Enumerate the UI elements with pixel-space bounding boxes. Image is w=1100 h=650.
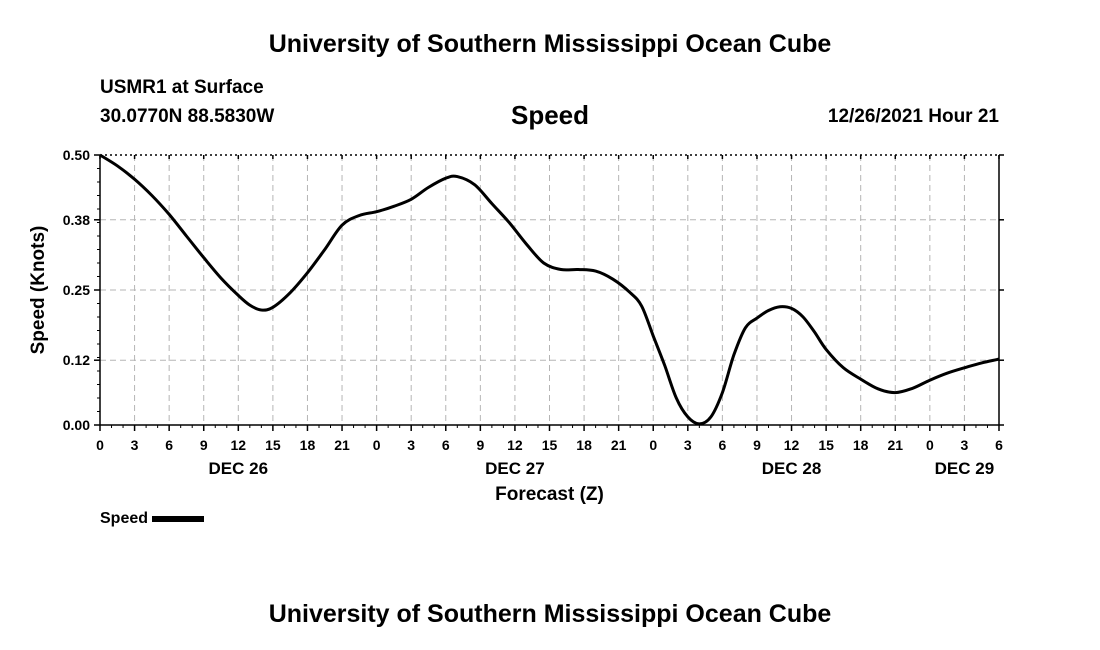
chart-title: Speed: [510, 100, 590, 130]
station-label: USMR1 at Surface: [100, 77, 264, 98]
x-tick-label: 0: [96, 437, 104, 453]
x-tick-label: 21: [887, 437, 903, 453]
x-tick-label: 12: [231, 437, 247, 453]
x-tick-label: 0: [649, 437, 657, 453]
axes: [94, 154, 1004, 431]
x-tick-label: 18: [576, 437, 592, 453]
x-tick-label: 21: [611, 437, 627, 453]
x-tick-label: 18: [853, 437, 869, 453]
day-label: DEC 28: [762, 459, 822, 478]
y-tick-label: 0.00: [63, 417, 90, 433]
x-tick-label: 0: [926, 437, 934, 453]
x-tick-label: 21: [334, 437, 350, 453]
x-tick-label: 6: [995, 437, 1003, 453]
x-tick-label: 18: [300, 437, 316, 453]
x-tick-label: 15: [265, 437, 281, 453]
day-label: DEC 26: [209, 459, 269, 478]
x-tick-label: 6: [718, 437, 726, 453]
datetime-label: 12/26/2021 Hour 21: [827, 106, 999, 127]
y-tick-label: 0.12: [63, 352, 90, 368]
day-label: DEC 29: [935, 459, 995, 478]
coordinates-label: 30.0770N 88.5830W: [100, 106, 275, 127]
x-tick-label: 12: [507, 437, 523, 453]
x-tick-label: 12: [784, 437, 800, 453]
x-tick-label: 3: [684, 437, 692, 453]
x-tick-label: 0: [373, 437, 381, 453]
x-tick-label: 9: [476, 437, 484, 453]
y-axis-title: Speed (Knots): [28, 226, 49, 355]
axis-labels: 0.00 0.12 0.25 0.38 0.50 0 3 6 9 12 15 18 21 0 3 6 9 12 15…: [28, 147, 1003, 505]
y-tick-label: 0.38: [63, 212, 90, 228]
footer-title: University of Southern Mississippi Ocean…: [268, 600, 832, 628]
series-line-speed: [99, 153, 1000, 426]
x-tick-label: 3: [407, 437, 415, 453]
legend: Speed: [100, 510, 205, 528]
series: [99, 153, 1000, 426]
page-title: University of Southern Mississippi Ocean…: [268, 30, 832, 58]
legend-swatch: [152, 516, 205, 522]
x-tick-label: 6: [442, 437, 450, 453]
x-tick-label: 3: [131, 437, 139, 453]
grid: [100, 155, 999, 425]
x-axis-title: Forecast (Z): [495, 484, 604, 505]
legend-label: Speed: [100, 510, 149, 527]
x-tick-label: 15: [818, 437, 834, 453]
x-tick-label: 6: [165, 437, 173, 453]
x-tick-label: 15: [542, 437, 558, 453]
y-tick-label: 0.25: [63, 282, 90, 298]
x-tick-label: 9: [200, 437, 208, 453]
day-label: DEC 27: [485, 459, 545, 478]
y-tick-label: 0.50: [63, 147, 90, 163]
x-tick-label: 3: [961, 437, 969, 453]
x-tick-label: 9: [753, 437, 761, 453]
